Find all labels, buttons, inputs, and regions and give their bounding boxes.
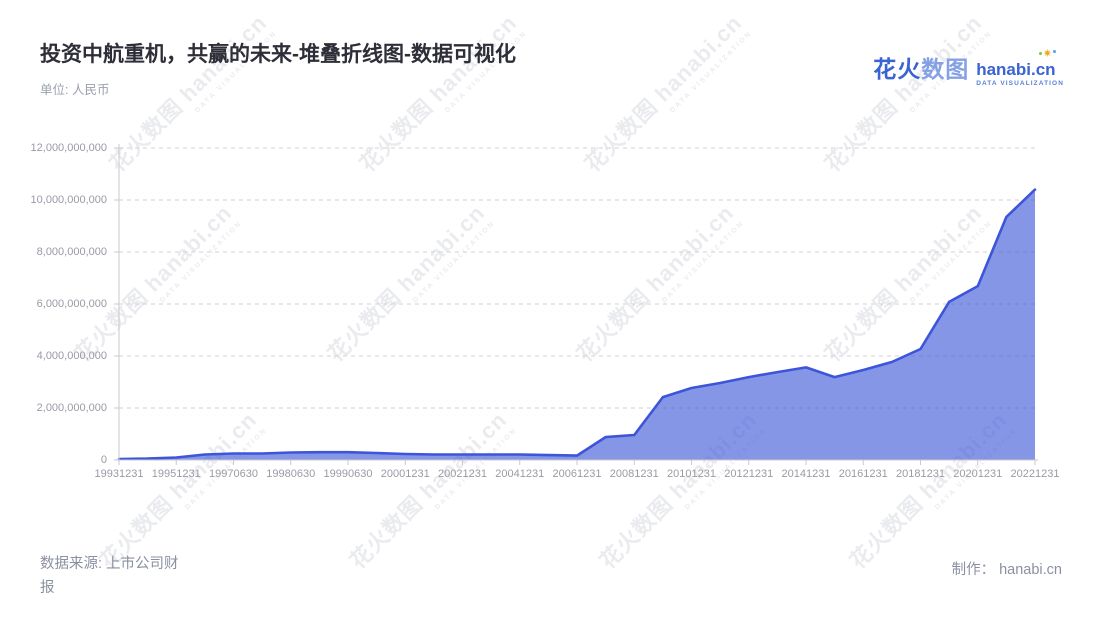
x-axis-tick-label: 19980630: [266, 468, 316, 480]
x-axis-tick-label: 19931231: [94, 468, 144, 480]
x-axis-tick-label: 20101231: [667, 468, 716, 480]
y-axis-tick-label: 4,000,000,000: [36, 349, 107, 362]
y-axis-tick-label: 8,000,000,000: [36, 245, 107, 258]
brand-logo-chinese: 花火数图: [873, 58, 969, 81]
brand-logo: 花火数图 ✷ hanabi.cn DATA VISUALIZATION: [873, 49, 1064, 88]
x-axis-tick-label: 20141231: [781, 468, 831, 480]
x-axis-tick-label: 20041231: [495, 468, 545, 480]
x-axis-tick-label: 20161231: [838, 468, 888, 480]
x-axis-tick-label: 20081231: [609, 468, 659, 480]
y-axis-tick-label: 12,000,000,000: [30, 141, 107, 154]
brand-logo-zh-part2: 数图: [921, 56, 970, 82]
brand-domain: hanabi.cn: [976, 60, 1056, 79]
x-axis-tick-label: 19970630: [209, 468, 258, 480]
x-axis-tick-label: 20121231: [724, 468, 774, 480]
x-axis-tick-label: 20221231: [1010, 468, 1060, 480]
credit-note: 制作： hanabi.cn: [951, 562, 1062, 578]
brand-logo-en: ✷ hanabi.cn DATA VISUALIZATION: [976, 49, 1064, 88]
y-axis-tick-label: 0: [100, 453, 107, 466]
y-axis-tick-label: 6,000,000,000: [36, 297, 107, 310]
x-axis-tick-label: 19990630: [323, 468, 373, 480]
page-title: 投资中航重机，共赢的未来-堆叠折线图-数据可视化: [40, 43, 516, 66]
x-axis-tick-label: 20001231: [380, 468, 430, 480]
x-axis-tick-label: 19951231: [151, 468, 201, 480]
sparkle-icon: ✷: [1038, 48, 1057, 60]
data-source-note: 数据来源: 上市公司财 报: [40, 556, 179, 596]
unit-label: 单位: 人民币: [40, 83, 110, 97]
x-axis-tick-label: 20181231: [896, 468, 945, 480]
brand-tagline: DATA VISUALIZATION: [976, 80, 1064, 87]
x-axis-tick-label: 20061231: [552, 468, 602, 480]
x-axis-tick-label: 20201231: [953, 468, 1003, 480]
x-axis-tick-label: 20021231: [438, 468, 487, 480]
brand-logo-zh-part1: 花火: [873, 56, 922, 82]
y-axis-tick-label: 10,000,000,000: [30, 193, 107, 206]
y-axis-tick-label: 2,000,000,000: [36, 401, 107, 414]
